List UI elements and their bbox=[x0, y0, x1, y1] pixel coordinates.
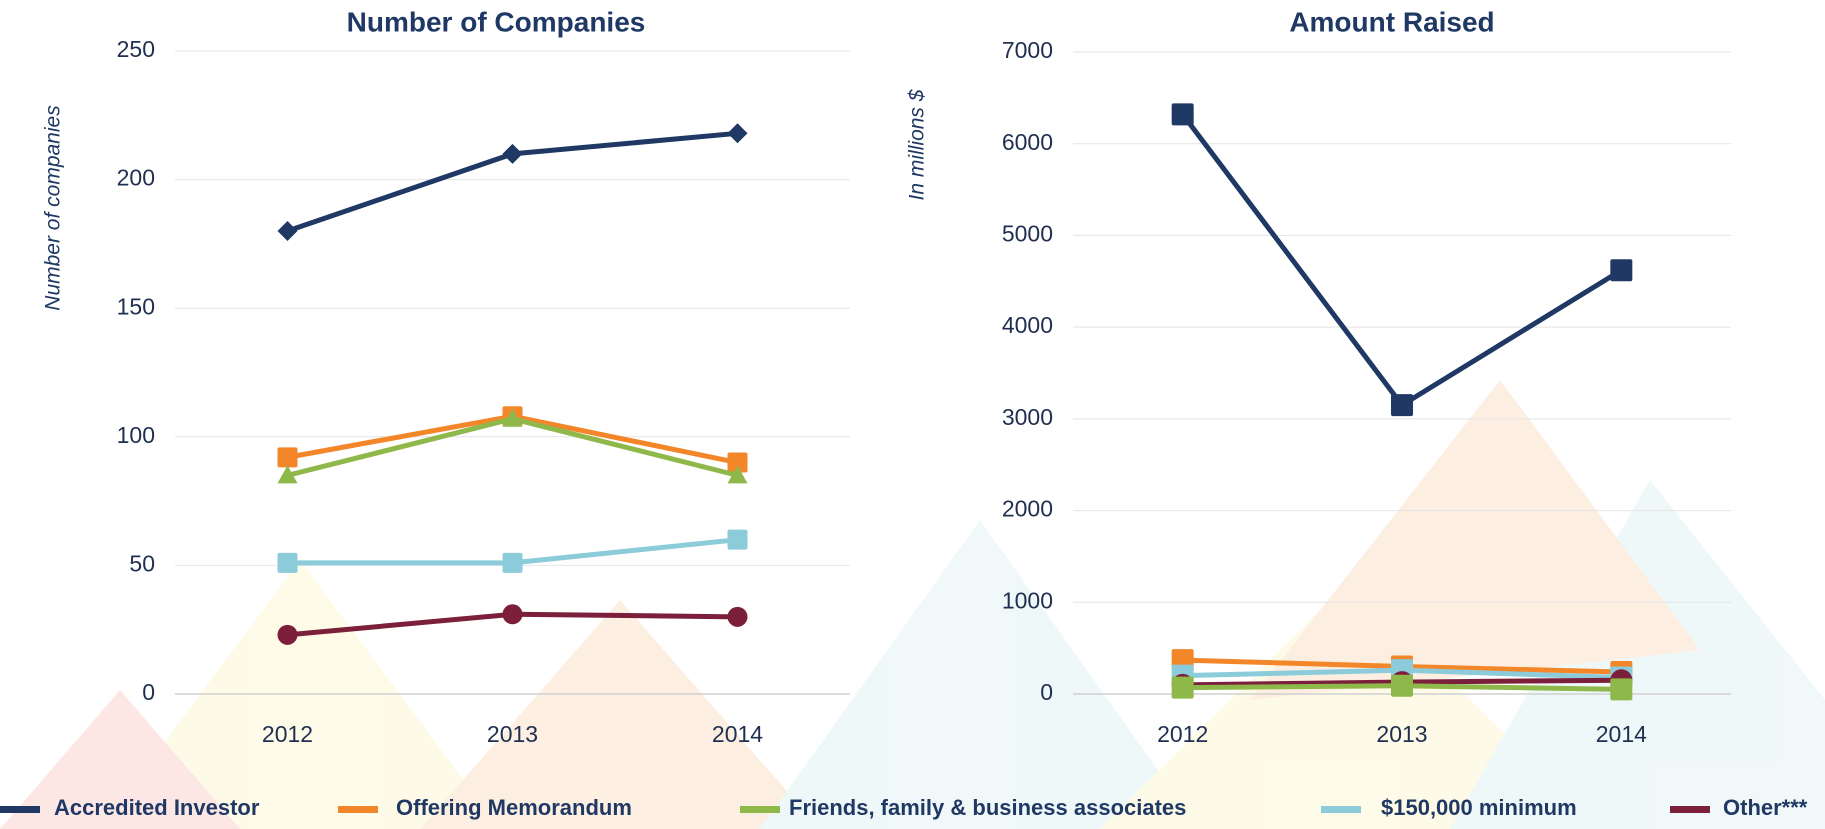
chart-title: Amount Raised bbox=[1289, 6, 1494, 37]
chart: Number of Companies Amount Raised Number… bbox=[0, 0, 1825, 829]
legend-swatch bbox=[1670, 806, 1710, 813]
y-tick-label: 0 bbox=[1040, 679, 1053, 705]
marker bbox=[728, 530, 748, 550]
y-tick-label: 250 bbox=[117, 36, 155, 62]
marker bbox=[1172, 103, 1194, 125]
y-tick-label: 1000 bbox=[1002, 587, 1053, 613]
marker bbox=[1391, 394, 1413, 416]
x-tick-label: 2013 bbox=[1376, 721, 1427, 747]
marker bbox=[278, 625, 298, 645]
legend-label: $150,000 minimum bbox=[1381, 795, 1577, 820]
x-tick-label: 2014 bbox=[712, 721, 763, 747]
y-tick-label: 2000 bbox=[1002, 496, 1053, 522]
y-tick-label: 4000 bbox=[1002, 312, 1053, 338]
x-tick-label: 2013 bbox=[487, 721, 538, 747]
legend-label: Friends, family & business associates bbox=[789, 795, 1186, 820]
marker bbox=[728, 607, 748, 627]
y-tick-label: 5000 bbox=[1002, 221, 1053, 247]
legend-swatch bbox=[0, 806, 40, 813]
marker bbox=[278, 553, 298, 573]
x-tick-label: 2014 bbox=[1596, 721, 1647, 747]
legend-label: Offering Memorandum bbox=[396, 795, 632, 820]
marker bbox=[503, 144, 523, 164]
background-pattern bbox=[0, 380, 1825, 829]
marker bbox=[728, 123, 748, 143]
legend-swatch bbox=[740, 806, 780, 813]
x-tick-label: 2012 bbox=[1157, 721, 1208, 747]
y-tick-label: 3000 bbox=[1002, 404, 1053, 430]
marker bbox=[503, 604, 523, 624]
chart-title: Number of Companies bbox=[347, 6, 646, 37]
marker bbox=[278, 221, 298, 241]
legend-swatch bbox=[1321, 806, 1361, 813]
y-tick-label: 0 bbox=[142, 679, 155, 705]
marker bbox=[1610, 259, 1632, 281]
y-axis-label: Number of companies bbox=[42, 105, 65, 311]
series-line bbox=[1183, 114, 1622, 405]
x-tick-label: 2012 bbox=[262, 721, 313, 747]
marker bbox=[1610, 678, 1632, 700]
marker bbox=[1172, 677, 1194, 699]
legend-label: Accredited Investor bbox=[54, 795, 260, 820]
marker bbox=[1391, 675, 1413, 697]
legend-swatch bbox=[338, 806, 378, 813]
y-tick-label: 200 bbox=[117, 165, 155, 191]
marker bbox=[503, 553, 523, 573]
legend-label: Other*** bbox=[1723, 795, 1808, 820]
marker bbox=[278, 447, 298, 467]
page: Number of Companies Amount Raised Number… bbox=[0, 0, 1825, 829]
y-axis-label: In millions $ bbox=[906, 89, 929, 200]
y-tick-label: 6000 bbox=[1002, 129, 1053, 155]
y-tick-label: 50 bbox=[129, 550, 155, 576]
y-tick-label: 100 bbox=[117, 422, 155, 448]
y-tick-label: 150 bbox=[117, 293, 155, 319]
y-tick-label: 7000 bbox=[1002, 37, 1053, 63]
